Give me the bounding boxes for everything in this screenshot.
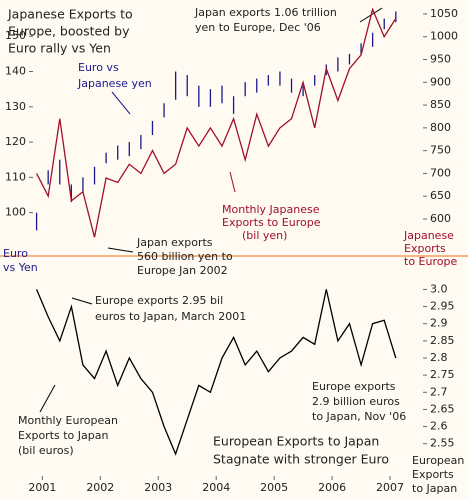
annotation: Europe Jan 2002 [137, 264, 228, 277]
annotation: yen to Europe, Dec '06 [195, 21, 321, 34]
y-tick-label: 120 [5, 135, 26, 148]
annotation: Japanese [403, 229, 454, 242]
x-tick-label: 2005 [260, 481, 288, 494]
annotation: Monthly Japanese [222, 203, 320, 216]
panel-title: European Exports to Japan [213, 434, 379, 449]
y-tick-label: 150 [5, 29, 26, 42]
annotation: Europe exports [312, 380, 396, 393]
line [36, 7, 397, 238]
y-tick-label: 140 [5, 65, 26, 78]
pointer [39, 384, 56, 413]
annotation: Exports to Europe [222, 216, 321, 229]
y-tick-label: 2.6 [430, 420, 448, 433]
annotation: Japanese yen [77, 77, 152, 90]
x-tick-label: 2002 [86, 481, 114, 494]
annotation: euros to Japan, March 2001 [95, 310, 246, 323]
y-tick-label: 100 [5, 206, 26, 219]
axis-title: to Japan [412, 482, 457, 495]
y-tick-label: 2.65 [430, 402, 455, 415]
y-tick-label: 2.8 [430, 351, 448, 364]
panel-title: Stagnate with stronger Euro [213, 452, 389, 467]
y-tick-label: 650 [430, 189, 451, 202]
annotation: 560 billion yen to [137, 250, 233, 263]
title: Japanese Exports to [7, 7, 133, 22]
y-tick-label: 1050 [430, 7, 458, 20]
annotation: Monthly European [18, 414, 118, 427]
y-tick-label: 950 [430, 52, 451, 65]
annotation: 2.9 billion euros [312, 395, 400, 408]
y-tick-label: 700 [430, 166, 451, 179]
title: Europe, boosted by [8, 24, 130, 39]
y-tick-label: 800 [430, 121, 451, 134]
annotation: vs Yen [3, 261, 38, 274]
y-tick-label: 900 [430, 75, 451, 88]
pointer [229, 171, 236, 193]
y-tick-label: 750 [430, 144, 451, 157]
annotation: Exports [404, 242, 446, 255]
y-tick-label: 110 [5, 170, 26, 183]
y-tick-label: 2.55 [430, 437, 455, 450]
y-tick-label: 3.0 [430, 282, 448, 295]
annotation: Japan exports 1.06 trillion [194, 6, 337, 19]
line [36, 289, 397, 456]
annotation: (bil yen) [242, 229, 287, 242]
annotation: Japan exports [136, 236, 213, 249]
y-tick-label: 2.75 [430, 368, 455, 381]
pointer [71, 297, 93, 305]
annotation: Euro vs [78, 61, 119, 74]
x-tick-label: 2003 [144, 481, 172, 494]
annotation: Exports to Japan [18, 429, 108, 442]
x-tick-label: 2004 [202, 481, 230, 494]
y-tick-label: 2.95 [430, 300, 455, 313]
annotation: Europe exports 2.95 bil [95, 294, 223, 307]
y-tick-label: 2.85 [430, 334, 455, 347]
y-tick-label: 2.7 [430, 385, 448, 398]
y-tick-label: 130 [5, 100, 26, 113]
y-tick-label: 600 [430, 212, 451, 225]
x-tick-label: 2001 [28, 481, 56, 494]
annotation: (bil euros) [18, 444, 74, 457]
pointer [111, 91, 131, 115]
annotation: to Europe [404, 255, 457, 268]
annotation: to Japan, Nov '06 [312, 410, 406, 423]
axis-title: European [412, 454, 464, 467]
x-tick-label: 2007 [376, 481, 404, 494]
x-tick-label: 2006 [318, 481, 346, 494]
annotations: Japanese Exports to Europe, boosted by E… [3, 6, 464, 495]
annotation: Euro [3, 247, 28, 260]
y-tick-label: 2.9 [430, 317, 448, 330]
axis-title: Exports [412, 468, 454, 481]
y-tick-label: 1000 [430, 30, 458, 43]
pointer [107, 247, 134, 253]
y-tick-label: 850 [430, 98, 451, 111]
title: Euro rally vs Yen [8, 41, 111, 56]
